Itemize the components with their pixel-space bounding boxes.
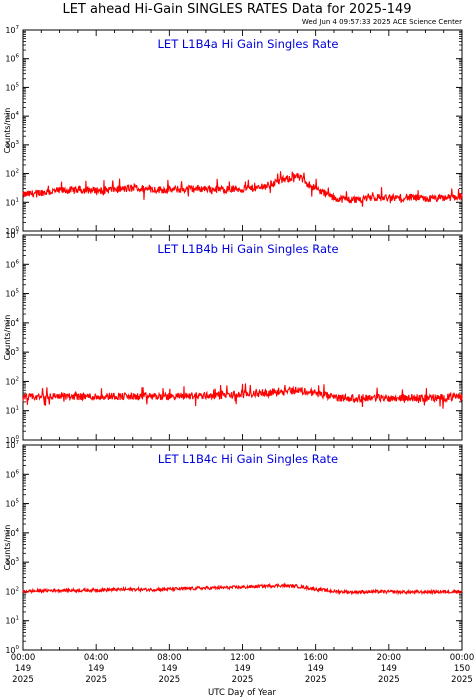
x-tick-doy: 149 <box>161 664 177 674</box>
y-tick-label: 106 <box>5 54 19 64</box>
y-axis-label: Counts/min <box>3 108 12 154</box>
x-tick-time: 20:00 <box>377 653 402 663</box>
y-tick-label: 100 <box>5 435 19 445</box>
x-tick-year: 2025 <box>232 675 254 685</box>
chart-subtitle: Wed Jun 4 09:57:33 2025 ACE Science Cent… <box>302 18 462 26</box>
panel-b-series-line <box>22 383 463 409</box>
y-tick-label: 106 <box>5 469 19 479</box>
panel-c-series-line <box>22 582 463 596</box>
panel-c-frame <box>22 444 463 651</box>
y-tick-label: 102 <box>5 376 19 386</box>
x-tick-doy: 149 <box>88 664 104 674</box>
x-tick-year: 2025 <box>451 675 473 685</box>
y-tick-label: 104 <box>5 111 19 121</box>
y-tick-label: 102 <box>5 586 19 596</box>
x-tick-time: 12:00 <box>230 653 255 663</box>
y-tick-label: 102 <box>5 169 19 179</box>
y-tick-label: 103 <box>5 140 19 150</box>
chart-title: LET ahead Hi-Gain SINGLES RATES Data for… <box>62 2 411 17</box>
y-tick-label: 105 <box>5 289 19 299</box>
x-tick-time: 00:00 <box>11 653 36 663</box>
x-tick-year: 2025 <box>85 675 107 685</box>
panel-b: 100 101 102 103 104 105 106 107 Counts/min LET L1… <box>3 230 463 445</box>
y-tick-label: 105 <box>5 499 19 509</box>
x-tick-time: 00:00 <box>450 653 475 663</box>
x-tick-time: 04:00 <box>84 653 109 663</box>
x-tick-year: 2025 <box>12 675 34 685</box>
y-tick-label: 107 <box>5 25 19 35</box>
y-tick-label: 103 <box>5 347 19 357</box>
x-tick-doy: 149 <box>381 664 397 674</box>
y-axis-label: Counts/min <box>3 525 12 571</box>
y-tick-label: 104 <box>5 318 19 328</box>
x-tick-doy: 150 <box>454 664 470 674</box>
y-tick-label: 101 <box>5 197 19 207</box>
x-axis: 00:00149202504:00149202508:00149202512:0… <box>11 653 475 685</box>
x-tick-year: 2025 <box>378 675 400 685</box>
y-tick-label: 101 <box>5 406 19 416</box>
x-tick-year: 2025 <box>159 675 181 685</box>
x-tick-doy: 149 <box>234 664 250 674</box>
x-tick-doy: 149 <box>308 664 324 674</box>
y-tick-label: 106 <box>5 259 19 269</box>
panel-a-frame <box>22 29 463 232</box>
y-axis-label: Counts/min <box>3 315 12 361</box>
panel-a: 100 101 102 103 104 105 106 107 Counts/min LET L1… <box>3 25 463 236</box>
panel-a-title: LET L1B4a Hi Gain Singles Rate <box>158 37 339 51</box>
x-axis-label: UTC Day of Year <box>208 688 276 698</box>
panel-c: 100 101 102 103 104 105 106 107 Counts/min LET L1… <box>3 440 463 655</box>
x-tick-time: 08:00 <box>157 653 182 663</box>
y-tick-label: 107 <box>5 230 19 240</box>
x-tick-time: 16:00 <box>303 653 328 663</box>
x-tick-year: 2025 <box>305 675 327 685</box>
y-tick-label: 100 <box>5 226 19 236</box>
panel-c-title: LET L1B4c Hi Gain Singles Rate <box>158 452 338 466</box>
y-tick-label: 107 <box>5 440 19 450</box>
y-tick-label: 103 <box>5 557 19 567</box>
panel-a-series-line <box>22 171 463 207</box>
y-tick-label: 105 <box>5 82 19 92</box>
panel-b-title: LET L1B4b Hi Gain Singles Rate <box>157 242 338 256</box>
panel-b-frame <box>22 234 463 441</box>
x-tick-doy: 149 <box>15 664 31 674</box>
y-tick-label: 101 <box>5 616 19 626</box>
y-tick-label: 104 <box>5 528 19 538</box>
y-tick-label: 100 <box>5 645 19 655</box>
